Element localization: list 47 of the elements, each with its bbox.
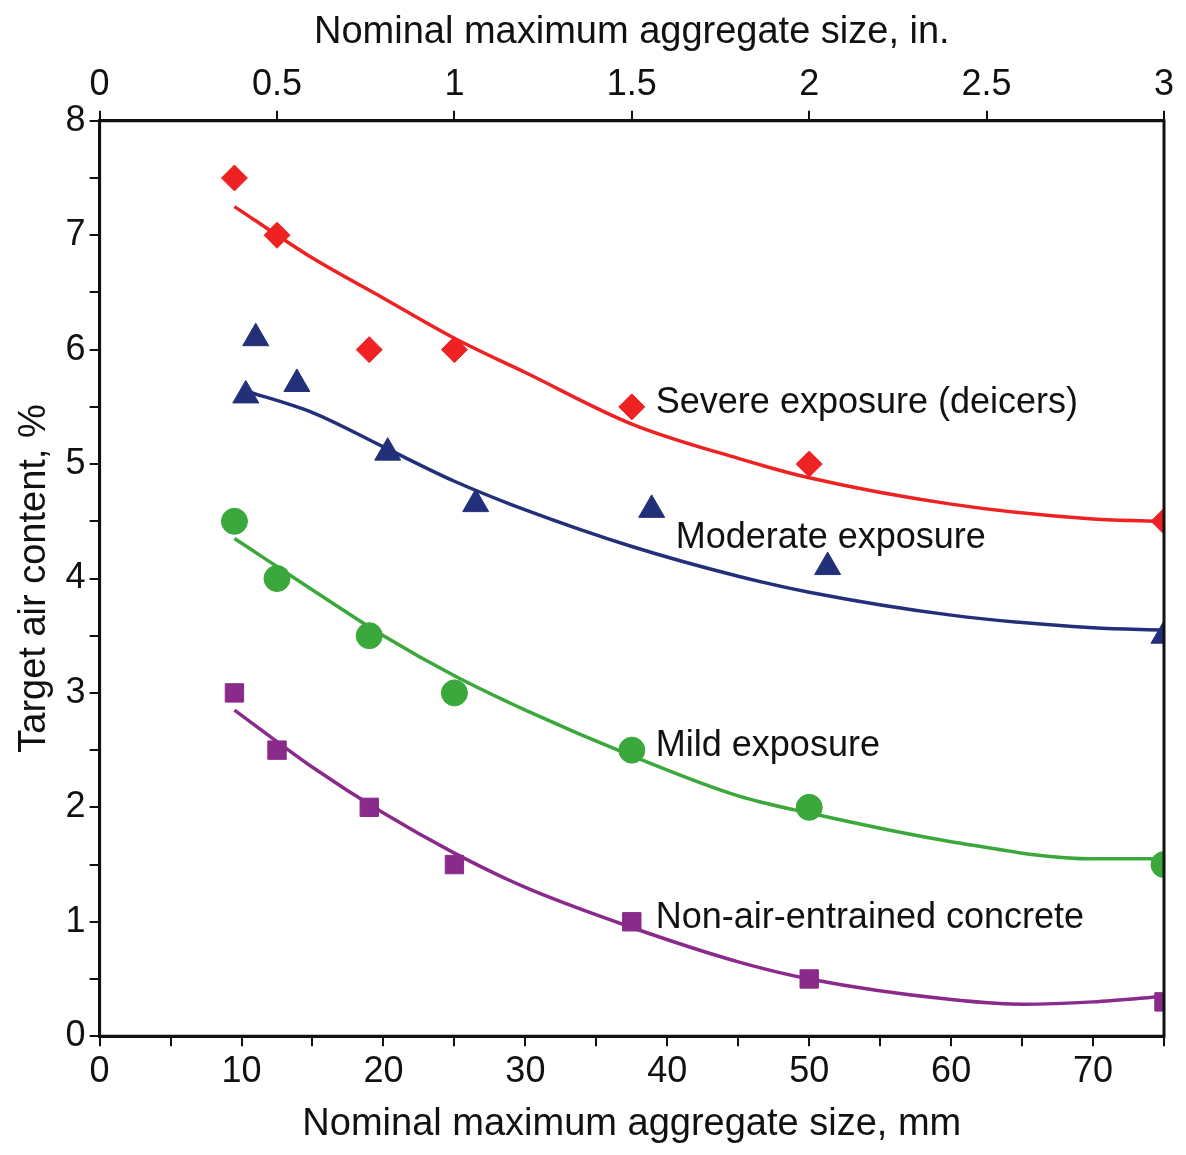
y-tick-label: 4 [65, 555, 86, 597]
y-tick-label: 7 [65, 212, 86, 254]
x2-axis-title: Nominal maximum aggregate size, in. [313, 9, 950, 52]
series-label: Moderate exposure [675, 514, 986, 556]
y-tick-label: 1 [65, 898, 86, 940]
point [444, 854, 465, 875]
y-tick-label: 5 [65, 441, 86, 482]
y-tick-label: 6 [65, 326, 86, 368]
point [799, 969, 819, 989]
point [220, 164, 248, 192]
point [263, 221, 291, 249]
point [795, 450, 823, 478]
point [220, 507, 248, 535]
x-tick-label: 50 [789, 1048, 830, 1090]
point [263, 565, 291, 592]
x2-tick-label: 1.5 [606, 62, 657, 104]
point [355, 336, 383, 364]
x2-tick-label: 2.5 [961, 62, 1012, 104]
point [795, 793, 823, 821]
series-label: Severe exposure (deicers) [655, 379, 1079, 421]
series-label: Non-air-entrained concrete [655, 894, 1085, 936]
x-tick-label: 40 [647, 1048, 688, 1090]
series-label: Mild exposure [655, 723, 880, 765]
x-tick-label: 70 [1073, 1048, 1114, 1090]
x2-tick-label: 1 [444, 62, 465, 104]
x-tick-label: 60 [931, 1048, 972, 1090]
x-axis-title: Nominal maximum aggregate size, mm [302, 1100, 962, 1143]
x-tick-label: 10 [221, 1048, 262, 1090]
y-tick-label: 2 [65, 784, 86, 826]
x2-tick-label: 2 [799, 62, 820, 104]
point [355, 622, 383, 650]
point [440, 336, 468, 364]
x-tick-label: 20 [363, 1048, 404, 1090]
point [440, 679, 468, 707]
point [224, 683, 245, 703]
x-tick-label: 30 [505, 1048, 546, 1090]
point [622, 912, 642, 932]
point [618, 736, 646, 764]
y-axis-title: Target air content, % [11, 404, 54, 753]
x2-tick-label: 3 [1153, 62, 1175, 104]
point [267, 740, 287, 760]
x2-tick-label: 0.5 [251, 62, 303, 104]
point [618, 393, 646, 421]
y-tick-label: 0 [65, 1013, 86, 1055]
y-tick-label: 8 [65, 97, 86, 139]
y-tick-label: 3 [65, 669, 86, 711]
point [359, 797, 379, 818]
